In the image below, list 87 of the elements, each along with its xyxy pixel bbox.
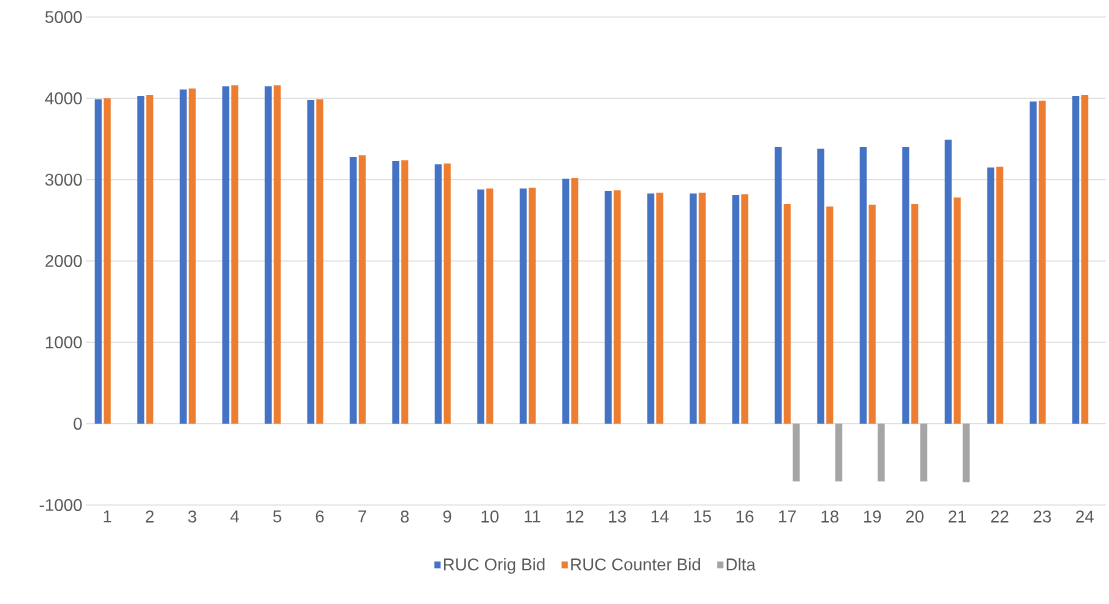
x-tick-label: 22 [991, 510, 1009, 523]
x-tick-label: 19 [864, 510, 881, 523]
bar [953, 197, 961, 424]
y-tick-label: 3000 [45, 173, 82, 186]
bar [604, 191, 612, 424]
legend-label: Dlta [726, 557, 756, 571]
bar [911, 204, 919, 424]
x-tick-label: 7 [358, 510, 367, 523]
y-tick-label: 0 [73, 417, 82, 430]
legend-label: RUC Counter Bid [571, 557, 701, 571]
bar [987, 167, 995, 424]
bar [783, 204, 791, 424]
x-tick-label: 3 [188, 510, 197, 523]
bar [996, 166, 1004, 424]
x-tick-label: 21 [948, 510, 966, 523]
bar [349, 156, 357, 424]
x-tick-label: 11 [524, 510, 541, 523]
bar [477, 189, 485, 424]
x-tick-label: 10 [481, 510, 499, 523]
x-tick-label: 4 [230, 510, 239, 523]
bar [1081, 95, 1089, 424]
bar [826, 206, 834, 424]
x-tick-label: 13 [609, 510, 626, 523]
bar [792, 423, 800, 482]
bar [732, 195, 740, 424]
bar [179, 89, 187, 424]
y-tick-label: -1000 [39, 498, 82, 512]
x-tick-label: 16 [736, 510, 754, 523]
x-tick-label: 12 [566, 510, 584, 523]
bar [486, 188, 494, 424]
bar [1029, 101, 1037, 424]
bar [358, 155, 366, 424]
x-tick-label: 14 [651, 510, 669, 523]
bar [434, 164, 442, 424]
x-tick-label: 6 [315, 510, 324, 523]
bar [137, 95, 145, 424]
bar [1038, 100, 1046, 424]
bar [528, 187, 536, 424]
y-tick-label: 2000 [45, 254, 82, 268]
bar [146, 95, 154, 424]
bar [103, 98, 111, 424]
bar [613, 190, 621, 424]
bar [264, 86, 272, 424]
bar [698, 192, 706, 424]
bar [307, 99, 315, 424]
bar [817, 148, 825, 424]
bar [868, 204, 876, 424]
x-tick-label: 15 [694, 510, 711, 523]
bar [443, 163, 451, 424]
x-tick-label: 2 [145, 510, 154, 523]
bar [571, 178, 579, 424]
x-tick-label: 9 [443, 510, 452, 523]
x-tick-label: 23 [1033, 510, 1051, 523]
bar [689, 193, 697, 424]
x-tick-label: 5 [273, 510, 282, 523]
bar [920, 423, 928, 482]
bar [562, 178, 570, 424]
y-tick-label: 1000 [45, 336, 82, 349]
bar [188, 88, 196, 424]
y-tick-label: 4000 [45, 92, 82, 105]
bar [902, 147, 910, 424]
bar [316, 99, 324, 424]
bar [392, 160, 400, 424]
bar [1072, 95, 1080, 424]
x-tick-label: 8 [400, 510, 409, 523]
bar [401, 160, 409, 424]
x-tick-label: 18 [821, 510, 839, 523]
bar [962, 423, 970, 483]
bar [774, 147, 782, 424]
bar [741, 194, 749, 424]
x-tick-label: 24 [1076, 510, 1094, 523]
x-tick-label: 20 [906, 510, 924, 523]
bar [222, 86, 230, 424]
bar [647, 193, 655, 424]
y-tick-label: 5000 [45, 10, 82, 24]
x-tick-label: 1 [103, 510, 112, 523]
bar [835, 423, 843, 482]
bar [944, 139, 952, 424]
bar [656, 192, 664, 424]
x-tick-label: 17 [779, 510, 796, 523]
bar [877, 423, 885, 482]
bar [519, 188, 527, 424]
bar [94, 99, 102, 424]
legend-label: RUC Orig Bid [444, 557, 545, 574]
bar [859, 147, 867, 424]
bar [273, 85, 281, 424]
bar [231, 85, 239, 424]
